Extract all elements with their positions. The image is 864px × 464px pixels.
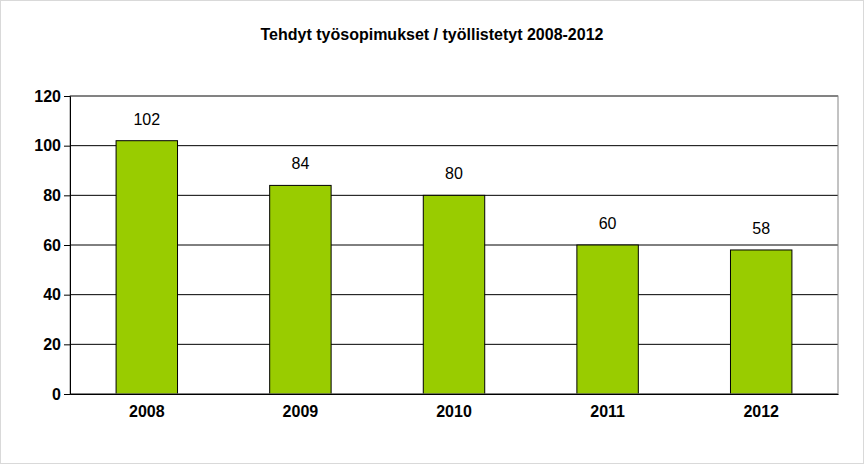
y-tick: 120 bbox=[34, 88, 70, 105]
y-tick: 80 bbox=[43, 187, 70, 204]
x-tick-label: 2012 bbox=[743, 403, 779, 420]
y-tick-mark bbox=[64, 195, 70, 196]
bar bbox=[116, 141, 177, 394]
x-tick: 2010 bbox=[436, 394, 472, 420]
bar bbox=[423, 195, 484, 394]
x-tick-label: 2010 bbox=[436, 403, 472, 420]
y-tick-label: 100 bbox=[34, 137, 61, 154]
y-tick-label: 20 bbox=[43, 336, 61, 353]
bars bbox=[116, 141, 792, 394]
x-axis-line bbox=[71, 394, 839, 395]
y-axis-line bbox=[64, 97, 71, 395]
y-tick-label: 40 bbox=[43, 286, 61, 303]
grid bbox=[70, 96, 838, 394]
y-tick-mark bbox=[64, 96, 70, 97]
bar bbox=[577, 245, 638, 394]
x-axis: 2008 2009 2010 2011 2012 bbox=[71, 394, 839, 420]
plot: 0 20 40 60 80 100 120 2008 2009 2010 2011 2012 102 84… bbox=[34, 88, 838, 421]
bar bbox=[730, 250, 791, 394]
grid-line bbox=[70, 145, 838, 146]
x-tick-label: 2009 bbox=[283, 403, 319, 420]
y-tick: 40 bbox=[43, 286, 70, 303]
chart-border bbox=[1, 1, 864, 464]
x-tick: 2009 bbox=[283, 394, 319, 420]
y-tick-mark bbox=[64, 245, 70, 246]
chart: Tehdyt työsopimukset / työllistetyt 2008… bbox=[0, 0, 864, 464]
x-tick-label: 2011 bbox=[590, 403, 625, 420]
data-labels: 102 84 80 60 58 bbox=[133, 111, 770, 237]
x-tick: 2011 bbox=[590, 394, 625, 420]
y-axis: 0 20 40 60 80 100 120 bbox=[34, 88, 70, 403]
y-tick-label: 60 bbox=[43, 237, 61, 254]
y-tick-mark bbox=[64, 146, 70, 147]
y-tick-mark bbox=[64, 394, 70, 395]
data-label: 80 bbox=[445, 165, 463, 182]
y-tick: 100 bbox=[34, 137, 70, 154]
x-tick: 2012 bbox=[743, 394, 779, 420]
y-tick-label: 0 bbox=[52, 386, 61, 403]
y-tick: 60 bbox=[43, 237, 70, 254]
y-tick: 20 bbox=[43, 336, 70, 353]
y-tick-label: 80 bbox=[43, 187, 61, 204]
data-label: 102 bbox=[133, 111, 160, 128]
y-tick-mark bbox=[64, 295, 70, 296]
data-label: 60 bbox=[599, 215, 617, 232]
y-tick-mark bbox=[64, 344, 70, 345]
data-label: 58 bbox=[752, 220, 770, 237]
plot-frame bbox=[70, 96, 838, 394]
bar bbox=[270, 185, 331, 394]
x-tick: 2008 bbox=[129, 394, 165, 420]
data-label: 84 bbox=[292, 155, 310, 172]
x-tick-label: 2008 bbox=[129, 403, 165, 420]
y-tick: 0 bbox=[52, 386, 70, 403]
y-tick-label: 120 bbox=[34, 88, 61, 105]
title: Tehdyt työsopimukset / työllistetyt 2008… bbox=[261, 26, 604, 43]
